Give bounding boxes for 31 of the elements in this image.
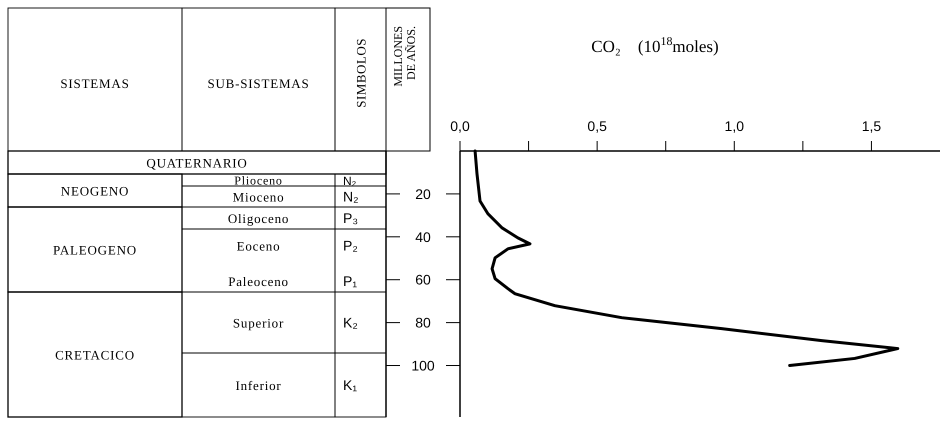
text: SUB-SISTEMAS	[207, 76, 310, 91]
x-tick-label: 1,5	[862, 118, 882, 134]
y-tick-label: 60	[415, 272, 431, 288]
text: Paleoceno	[228, 274, 289, 289]
x-axis-title: CO₂ (10$^{18}$moles)	[591, 34, 719, 56]
text: K₂	[343, 314, 358, 330]
text: Oligoceno	[228, 211, 290, 226]
text: Eoceno	[236, 238, 280, 254]
text: Inferior	[235, 378, 282, 393]
y-axis-title: MILLONES DE AÑOS.	[391, 26, 418, 87]
text: P₁	[343, 273, 358, 289]
x-tick-label: 0,0	[450, 118, 470, 134]
text: P₃	[343, 210, 358, 226]
text: CRETACICO	[55, 348, 135, 362]
text: Plioceno	[234, 174, 283, 188]
text: QUATERNARIO	[146, 156, 248, 170]
text: NEOGENO	[60, 184, 130, 198]
text: N₂	[343, 188, 359, 204]
text: SIMBOLOS	[354, 38, 368, 108]
y-tick-label: 40	[415, 228, 431, 245]
x-tick-label: 1,0	[724, 118, 744, 134]
x-tick-label: 0,5	[587, 118, 608, 134]
text: Superior	[232, 316, 284, 330]
text: Mioceno	[232, 190, 284, 204]
text: SISTEMAS	[60, 76, 130, 91]
y-tick-label: 20	[415, 186, 431, 202]
y-tick-label: 80	[415, 314, 431, 331]
text: K₁	[343, 377, 358, 393]
text: PALEOGENO	[52, 242, 138, 258]
y-tick-label: 100	[411, 358, 435, 374]
text: P₂	[343, 238, 358, 254]
